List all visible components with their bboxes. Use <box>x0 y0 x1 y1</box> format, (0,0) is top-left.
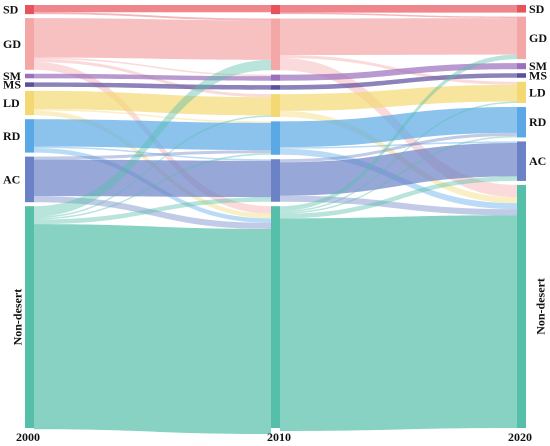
label-sm-left: SM <box>3 69 21 83</box>
node-ac-2010 <box>271 159 280 202</box>
flow-Non-desert-to-GD-2010 <box>280 54 517 211</box>
flow-SM-to-SM-2000 <box>34 73 271 81</box>
flow-SM-to-SM-2010 <box>280 63 517 81</box>
flow-MS-to-MS-2010 <box>280 73 517 90</box>
category-nodes <box>25 5 526 428</box>
flow-RD-to-AC-2000 <box>34 146 271 161</box>
flow-AC-to-RD-2000 <box>34 150 271 160</box>
label-non-desert-left: Non-desert <box>11 289 25 346</box>
label-ms-right: MS <box>529 68 547 82</box>
label-gd-left: GD <box>3 37 21 51</box>
flow-LD-to-RD-2000 <box>34 109 271 123</box>
flow-GD-to-SM-2000 <box>34 57 271 77</box>
node-gd-2020 <box>517 16 526 60</box>
flow-RD-to-RD-2000 <box>34 119 271 151</box>
flow-GD-to-GD-2000 <box>34 18 271 60</box>
node-ac-2000 <box>25 156 34 203</box>
node-gd-2000 <box>25 18 34 70</box>
year-labels: 2000 2010 2020 <box>16 430 532 444</box>
node-non-desert-2000 <box>25 206 34 428</box>
node-rd-2000 <box>25 119 34 153</box>
year-label-2010: 2010 <box>267 430 291 444</box>
flow-AC-to-Non-desert-2000 <box>34 196 271 229</box>
node-rd-2010 <box>271 121 280 155</box>
category-labels: SDGDSMMSLDRDACNon-desertSDGDSMMSLDRDACNo… <box>3 2 548 346</box>
node-ld-2020 <box>517 81 526 104</box>
flow-Non-desert-to-GD-2000 <box>34 59 271 217</box>
label-rd-left: RD <box>3 129 21 143</box>
node-non-desert-2020 <box>517 184 526 428</box>
label-sd-right: SD <box>529 2 545 16</box>
node-sm-2010 <box>271 74 280 81</box>
flow-links <box>34 5 517 435</box>
flow-SD-to-GD-2010 <box>280 12 517 19</box>
flow-AC-to-AC-2000 <box>34 159 271 198</box>
label-ld-right: LD <box>529 85 546 99</box>
label-rd-right: RD <box>529 115 547 129</box>
flow-LD-to-LD-2010 <box>280 84 517 111</box>
label-sd-left: SD <box>3 3 19 17</box>
flow-Non-desert-to-Non-desert-2000 <box>34 224 271 435</box>
flow-RD-to-RD-2010 <box>280 107 517 148</box>
flow-Non-desert-to-RD-2000 <box>34 153 271 220</box>
node-sm-2000 <box>25 73 34 79</box>
node-ms-2010 <box>271 85 280 90</box>
node-ms-2020 <box>517 73 526 78</box>
label-ld-left: LD <box>3 96 20 110</box>
flow-SD-to-SD-2010 <box>280 5 517 13</box>
node-ld-2010 <box>271 94 280 117</box>
label-gd-right: GD <box>529 31 547 45</box>
node-non-desert-2010 <box>271 206 280 428</box>
flow-SD-to-SD-2000 <box>34 5 271 13</box>
node-ms-2000 <box>25 82 34 87</box>
flow-Non-desert-to-RD-2010 <box>280 135 517 214</box>
flow-Non-desert-to-LD-2010 <box>280 101 517 213</box>
flow-Non-desert-to-LD-2000 <box>34 115 271 219</box>
flow-RD-to-AC-2010 <box>280 141 517 149</box>
node-sd-2010 <box>271 5 280 15</box>
node-sd-2020 <box>517 5 526 13</box>
node-ld-2000 <box>25 90 34 116</box>
flow-LD-to-LD-2000 <box>34 90 271 116</box>
label-ac-right: AC <box>529 154 546 168</box>
flow-AC-to-RD-2010 <box>280 132 517 163</box>
flow-MS-to-MS-2000 <box>34 82 271 90</box>
flow-Non-desert-to-AC-2010 <box>280 176 517 219</box>
year-label-2020: 2020 <box>508 430 532 444</box>
node-rd-2020 <box>517 107 526 138</box>
label-non-desert-right: Non-desert <box>534 278 548 335</box>
node-ac-2020 <box>517 141 526 181</box>
flow-AC-to-Non-desert-2010 <box>280 195 517 216</box>
flow-SD-to-GD-2000 <box>34 12 271 21</box>
node-sd-2000 <box>25 5 34 15</box>
flow-Non-desert-to-AC-2000 <box>34 197 271 225</box>
node-sm-2020 <box>517 63 526 70</box>
flow-Non-desert-to-Non-desert-2010 <box>280 215 517 432</box>
year-label-2000: 2000 <box>16 430 40 444</box>
flow-GD-to-GD-2010 <box>280 18 517 56</box>
node-gd-2010 <box>271 18 280 71</box>
label-ac-left: AC <box>3 172 20 186</box>
flow-AC-to-AC-2010 <box>280 142 517 196</box>
label-sm-right: SM <box>529 59 547 73</box>
label-ms-left: MS <box>3 78 21 92</box>
